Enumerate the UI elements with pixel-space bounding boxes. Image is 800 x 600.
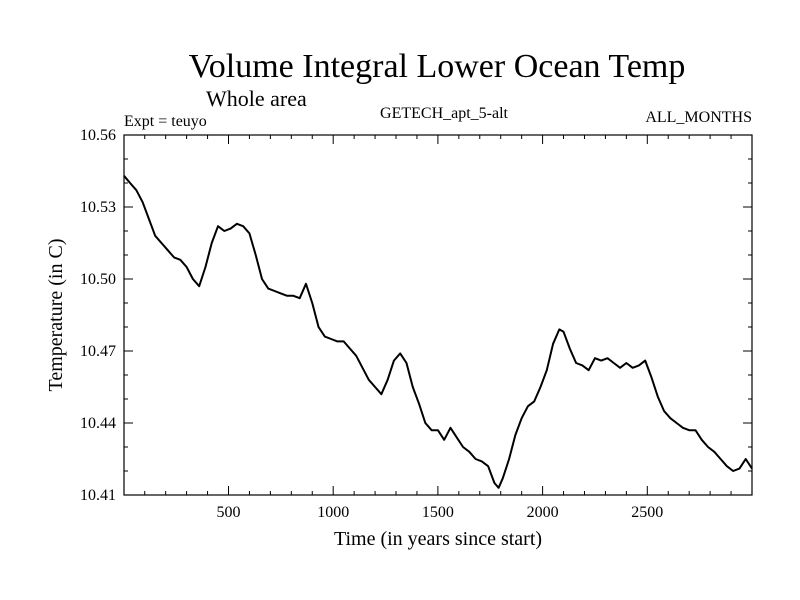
x-tick-label: 2000 [527, 504, 559, 521]
plot-frame [123, 134, 753, 496]
y-axis: 10.41 10.44 10.47 10.50 10.53 10.56 [80, 127, 752, 504]
x-tick-label: 1000 [317, 504, 349, 521]
x-tick-label: 500 [216, 504, 240, 521]
x-tick-label: 2500 [631, 504, 663, 521]
temperature-series-line [123, 175, 753, 489]
chart-title: Volume Integral Lower Ocean Temp [189, 48, 686, 85]
chart-subtitle: Whole area [206, 86, 307, 111]
experiment-label: Expt = teuyo [124, 113, 207, 130]
x-axis: 500 1000 1500 2000 2500 [144, 135, 732, 521]
x-axis-label: Time (in years since start) [334, 528, 542, 550]
y-tick-label: 10.44 [80, 415, 116, 432]
y-tick-label: 10.50 [80, 271, 116, 288]
y-tick-label: 10.41 [80, 487, 116, 504]
y-tick-label: 10.56 [80, 127, 116, 144]
y-tick-label: 10.47 [80, 343, 116, 360]
y-tick-label: 10.53 [80, 199, 116, 216]
series-layer [123, 175, 753, 489]
months-label: ALL_MONTHS [645, 109, 752, 126]
x-tick-label: 1500 [422, 504, 454, 521]
model-label: GETECH_apt_5-alt [380, 105, 509, 122]
y-axis-label: Temperature (in C) [45, 239, 67, 392]
